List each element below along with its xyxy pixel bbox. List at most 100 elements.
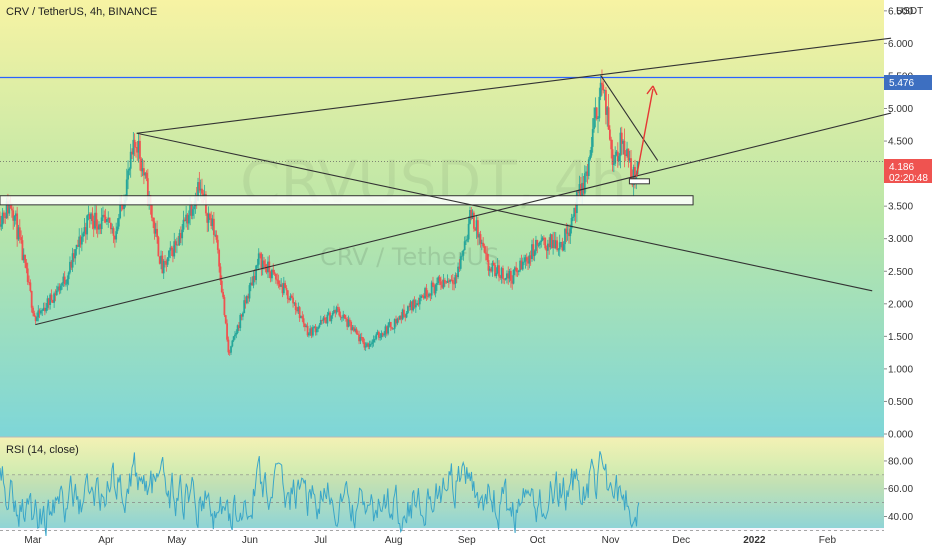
candle-body — [275, 273, 277, 280]
candle-body — [132, 139, 135, 155]
candle-body — [241, 313, 244, 317]
candle-body — [403, 309, 405, 315]
candle-body — [459, 256, 462, 269]
candle-body — [292, 297, 294, 304]
candle-body — [451, 280, 454, 284]
candle-body — [248, 285, 251, 299]
candle-body — [234, 334, 236, 337]
candle-body — [321, 320, 324, 321]
candle-body — [426, 296, 429, 297]
candle-body — [280, 284, 283, 287]
candle-body — [376, 331, 379, 335]
candle-body — [47, 298, 50, 305]
candle-body — [397, 318, 400, 320]
candle-body — [488, 268, 491, 271]
candle-body — [482, 242, 485, 247]
bar-countdown-text: 02:20:48 — [889, 173, 928, 184]
candle-body — [238, 325, 240, 329]
candle-body — [172, 249, 174, 257]
candle-body — [311, 327, 314, 336]
candle-body — [201, 188, 203, 194]
candle-body — [437, 277, 440, 283]
candle-body — [140, 158, 143, 172]
time-tick-label: Feb — [819, 535, 837, 546]
candle-body — [412, 300, 415, 311]
pivot-box — [628, 178, 650, 185]
candle-body — [129, 151, 132, 169]
candle-body — [135, 147, 137, 148]
candle-body — [207, 213, 210, 223]
candle-body — [65, 283, 67, 285]
candle-body — [70, 261, 73, 268]
candle-body — [3, 212, 5, 217]
time-tick-label: Jul — [314, 535, 327, 546]
candle-body — [623, 140, 626, 155]
candle-body — [103, 214, 106, 217]
candle-body — [313, 326, 316, 328]
candle-body — [627, 148, 630, 161]
candle-body — [352, 327, 355, 331]
candle-body — [557, 249, 560, 251]
candle-body — [12, 210, 15, 221]
time-tick-label: 2022 — [743, 535, 766, 546]
candle-body — [339, 315, 342, 318]
candle-body — [601, 82, 603, 85]
price-tick-label: 0.000 — [888, 430, 913, 441]
candle-body — [479, 234, 482, 244]
candle-body — [50, 294, 53, 300]
candle-body — [443, 279, 446, 283]
candle-body — [222, 292, 224, 298]
support-zone — [0, 195, 694, 206]
candle-body — [363, 342, 366, 348]
candle-body — [453, 283, 456, 285]
candle-body — [296, 309, 298, 312]
candle-body — [330, 315, 333, 322]
candle-body — [26, 268, 29, 282]
candle-body — [54, 293, 57, 295]
candle-body — [14, 213, 17, 217]
candle-body — [98, 224, 100, 230]
candle-body — [282, 283, 285, 294]
candle-body — [560, 242, 562, 243]
candle-body — [249, 282, 252, 286]
candle-body — [22, 254, 25, 261]
candle-body — [168, 250, 170, 258]
candle-body — [568, 232, 570, 237]
projection-arrow-head — [646, 85, 658, 96]
candle-body — [590, 146, 593, 156]
candle-body — [548, 243, 551, 248]
candle-body — [432, 282, 434, 287]
candle-body — [160, 255, 162, 264]
candle-body — [473, 212, 475, 229]
candle-body — [635, 174, 638, 181]
candle-body — [574, 207, 577, 214]
candle-body — [333, 310, 335, 313]
candle-body — [112, 228, 115, 236]
candle-body — [137, 140, 140, 153]
candle-body — [62, 276, 65, 284]
candle-body — [219, 266, 222, 281]
candle-body — [253, 275, 256, 281]
candle-body — [630, 158, 632, 180]
candle-body — [556, 240, 558, 250]
candle-body — [119, 201, 122, 219]
candle-body — [632, 166, 635, 186]
candle-body — [133, 139, 136, 148]
candle-body — [552, 239, 555, 248]
candle-body — [370, 343, 372, 345]
candle-body — [193, 206, 195, 210]
candle-body — [429, 293, 432, 296]
candle-body — [362, 337, 364, 343]
candle-body — [474, 228, 477, 231]
candle-body — [170, 247, 173, 250]
candle-body — [614, 155, 617, 164]
candle-body — [364, 346, 367, 348]
candle-body — [350, 322, 353, 331]
candle-body — [634, 166, 636, 181]
candle-body — [326, 314, 329, 324]
time-axis: Mar Apr May Jun Jul Aug Sep Oct Nov Dec 2022 Feb — [24, 535, 836, 546]
price-tick-label: 3.500 — [888, 202, 913, 213]
candle-body — [602, 84, 605, 91]
rsi-tick-label: 40.00 — [888, 512, 913, 523]
candle-body — [244, 300, 247, 304]
